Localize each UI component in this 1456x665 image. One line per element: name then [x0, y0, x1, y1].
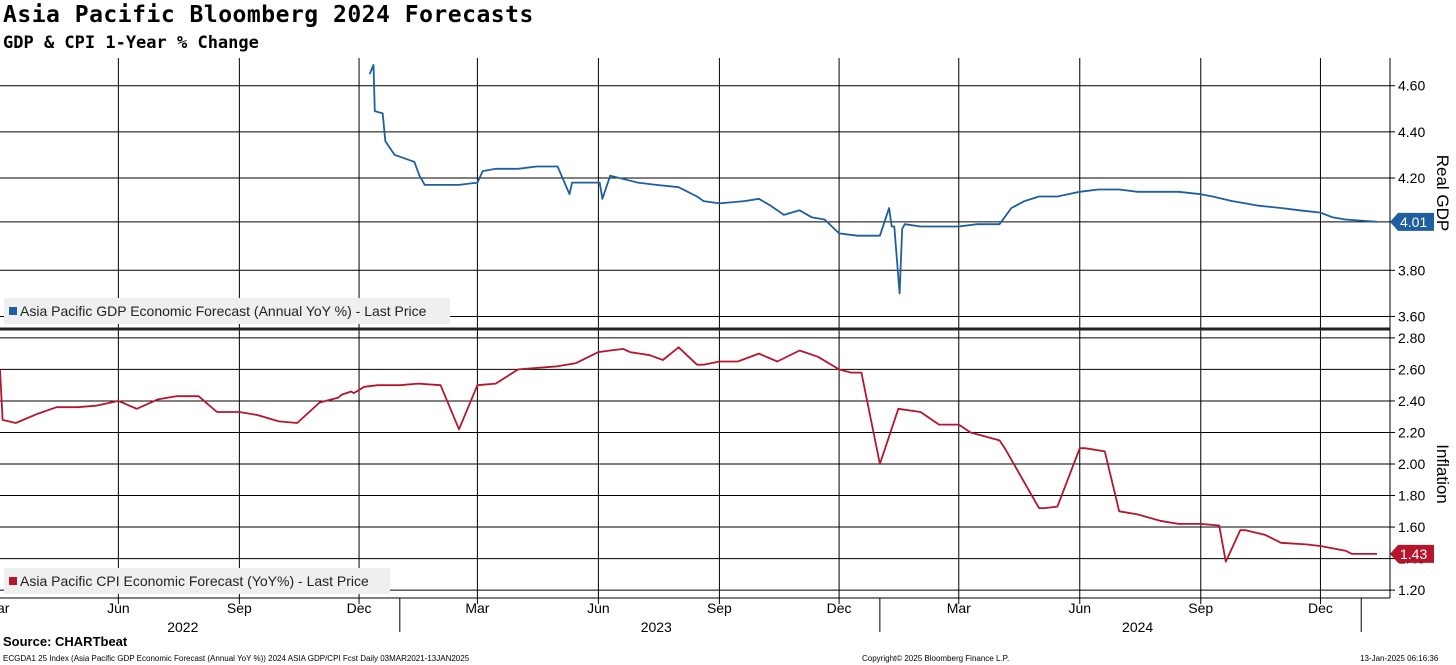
- timestamp: 13-Jan-2025 06:16:36: [1360, 654, 1439, 663]
- y-tick-label: 2.40: [1398, 393, 1425, 409]
- legend-label: Asia Pacific CPI Economic Forecast (YoY%…: [20, 573, 369, 589]
- x-tick-label: Jun: [1068, 600, 1091, 616]
- last-value-badge: [1390, 544, 1434, 563]
- y-tick-label: 1.80: [1398, 488, 1425, 504]
- x-tick-label: Dec: [1308, 600, 1333, 616]
- source-note: Source: CHARTbeat: [3, 634, 128, 649]
- y-axis-label: Inflation: [1433, 444, 1452, 504]
- legend-swatch: [9, 307, 17, 315]
- legend-box: [4, 298, 450, 324]
- y-tick-label: 3.60: [1398, 308, 1425, 324]
- y-tick-label: 2.60: [1398, 361, 1425, 377]
- y-tick-label: 3.80: [1398, 262, 1425, 278]
- y-tick-label: 4.20: [1398, 170, 1425, 186]
- gdp-series-line: [368, 64, 1378, 295]
- y-tick-label: 4.60: [1398, 78, 1425, 94]
- legend-swatch: [9, 577, 17, 585]
- x-year-label: 2022: [167, 619, 198, 635]
- x-year-label: 2024: [1122, 619, 1153, 635]
- x-tick-label: Sep: [1188, 600, 1213, 616]
- chart-area: 3.60 3.80 4.20 4.40 4.60 Real GDP 4.01 Asia Pac…: [0, 58, 1452, 635]
- y-axis-label: Real GDP: [1433, 155, 1452, 232]
- chart-title: Asia Pacific Bloomberg 2024 Forecasts: [3, 2, 534, 28]
- y-tick-label: 2.80: [1398, 330, 1425, 346]
- y-tick-label: 1.20: [1398, 582, 1425, 598]
- x-tick-label: Dec: [347, 600, 372, 616]
- index-info: ECGDA1 25 Index (Asia Pacific GDP Econom…: [3, 654, 470, 663]
- legend-label: Asia Pacific GDP Economic Forecast (Annu…: [20, 303, 427, 319]
- x-tick-label: Jun: [587, 600, 610, 616]
- chart-subtitle: GDP & CPI 1-Year % Change: [3, 33, 259, 53]
- x-tick-label: Mar: [465, 600, 489, 616]
- y-tick-label: 4.40: [1398, 124, 1425, 140]
- x-tick-label: Sep: [707, 600, 732, 616]
- y-tick-label: 2.20: [1398, 424, 1425, 440]
- last-value-label: 1.43: [1400, 546, 1427, 562]
- x-tick-label: Mar: [947, 600, 971, 616]
- cpi-series-line: [0, 346, 1377, 563]
- legend-box: [4, 568, 390, 594]
- last-value-label: 4.01: [1400, 214, 1427, 230]
- x-year-label: 2023: [641, 619, 672, 635]
- x-tick-label: Mar: [0, 600, 10, 616]
- last-value-badge: [1390, 212, 1434, 231]
- x-tick-label: Dec: [827, 600, 852, 616]
- x-tick-label: Sep: [227, 600, 252, 616]
- y-tick-label: 1.60: [1398, 519, 1425, 535]
- y-tick-label: 2.00: [1398, 456, 1425, 472]
- x-tick-label: Jun: [107, 600, 130, 616]
- copyright: Copyright© 2025 Bloomberg Finance L.P.: [862, 654, 1010, 663]
